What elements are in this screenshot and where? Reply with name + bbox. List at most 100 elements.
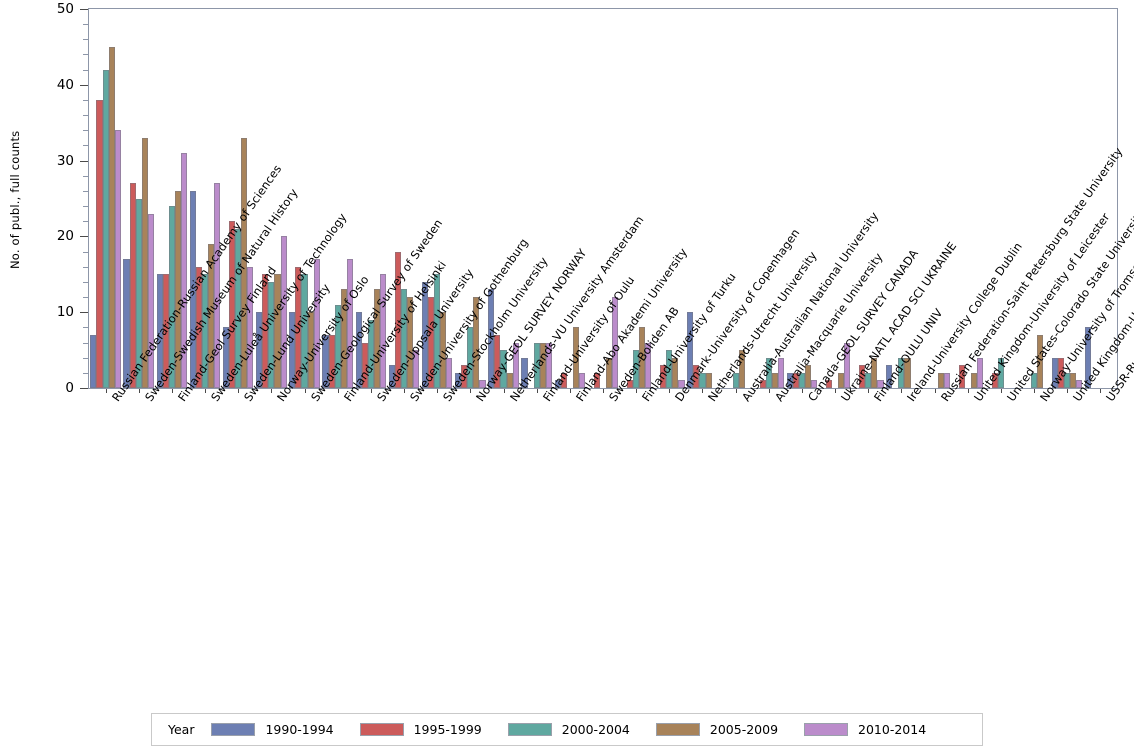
- x-tick-mark: [105, 389, 107, 393]
- legend-label: 2005-2009: [709, 722, 779, 737]
- y-tick-mark-minor: [83, 175, 88, 177]
- bar: [865, 372, 872, 388]
- bar: [699, 372, 706, 388]
- y-tick-mark-minor: [83, 357, 88, 359]
- y-tick-mark-minor: [83, 281, 88, 283]
- bar: [844, 342, 851, 388]
- bar: [214, 183, 221, 388]
- y-tick-mark-minor: [83, 251, 88, 253]
- bar: [413, 350, 420, 388]
- bar: [156, 274, 163, 388]
- bar: [660, 365, 667, 388]
- bar: [181, 153, 188, 388]
- legend-entry[interactable]: 2005-2009: [655, 722, 779, 737]
- x-tick-mark: [437, 389, 439, 393]
- y-tick-mark-minor: [83, 39, 88, 41]
- bar: [446, 357, 453, 388]
- x-tick-mark: [470, 389, 472, 393]
- bar: [313, 259, 320, 388]
- bar: [222, 327, 230, 388]
- y-tick-mark-minor: [83, 145, 88, 147]
- x-tick-mark: [702, 389, 704, 393]
- bar: [494, 334, 501, 388]
- legend-entry[interactable]: 2010-2014: [804, 722, 926, 737]
- bar: [247, 266, 254, 388]
- bar-group: [885, 9, 918, 388]
- y-tick-mark: [80, 160, 88, 162]
- y-tick-label: 10: [56, 304, 74, 321]
- bar-group: [255, 9, 288, 388]
- bar: [554, 380, 561, 388]
- bar: [627, 380, 634, 388]
- y-tick-mark-minor: [83, 342, 88, 344]
- bar-group: [387, 9, 420, 388]
- legend-entry[interactable]: 2000-2004: [507, 722, 630, 737]
- y-tick-mark: [80, 9, 88, 10]
- bar: [256, 312, 263, 388]
- bar: [488, 289, 495, 388]
- bar: [777, 357, 785, 388]
- x-tick-mark: [868, 389, 870, 393]
- bar: [114, 130, 121, 388]
- x-tick-mark: [603, 389, 604, 393]
- bar: [295, 266, 302, 388]
- bar: [147, 213, 154, 388]
- bar-group: [421, 9, 454, 388]
- bar-group: [288, 9, 321, 388]
- bar: [645, 342, 652, 388]
- bar: [162, 274, 169, 388]
- bar: [479, 380, 486, 388]
- bar: [400, 289, 408, 388]
- y-tick-label: 20: [56, 228, 74, 245]
- bar: [687, 312, 694, 388]
- bar-group: [984, 9, 1017, 388]
- bar: [141, 137, 148, 388]
- legend-swatch-2000-2004: [507, 723, 552, 736]
- x-tick-mark: [304, 389, 306, 393]
- bar: [859, 365, 866, 388]
- bar: [666, 350, 673, 388]
- bar-group: [354, 9, 387, 388]
- x-tick-mark: [238, 389, 240, 393]
- legend-label: 1990-1994: [265, 722, 334, 737]
- y-tick-mark-minor: [83, 221, 88, 223]
- bar: [108, 46, 115, 388]
- bar-group: [586, 9, 619, 388]
- bar: [678, 380, 685, 388]
- legend-entry[interactable]: 1990-1994: [211, 722, 334, 737]
- bar: [440, 312, 447, 388]
- legend-swatch-1995-1999: [359, 723, 404, 736]
- x-tick-mark: [271, 389, 273, 393]
- x-tick-mark: [934, 389, 936, 393]
- bar: [798, 372, 805, 388]
- y-tick-mark: [80, 84, 88, 86]
- bar: [639, 327, 646, 388]
- x-tick-mark: [171, 389, 173, 393]
- bar: [560, 372, 567, 388]
- bar: [877, 380, 884, 388]
- bar-group: [122, 9, 155, 388]
- y-tick-mark-minor: [83, 99, 88, 101]
- bar: [434, 274, 441, 388]
- y-tick-mark-minor: [83, 115, 88, 117]
- bar: [129, 183, 136, 388]
- bar: [512, 342, 519, 388]
- bar: [421, 281, 429, 388]
- bar: [328, 334, 335, 388]
- bar-group: [155, 9, 188, 388]
- bar-group: [222, 9, 255, 388]
- bar: [274, 274, 281, 388]
- y-tick-mark-minor: [83, 206, 88, 208]
- bar-group: [785, 9, 818, 388]
- legend-label: 2000-2004: [561, 722, 630, 737]
- bar: [1070, 372, 1077, 388]
- legend-entry[interactable]: 1995-1999: [359, 722, 482, 737]
- bar: [976, 357, 983, 388]
- x-tick-mark: [636, 389, 638, 393]
- x-tick-mark: [337, 389, 339, 393]
- bar: [268, 281, 275, 388]
- bar: [355, 312, 362, 388]
- bar: [943, 372, 950, 388]
- bar: [195, 266, 202, 388]
- x-tick-mark: [835, 389, 837, 393]
